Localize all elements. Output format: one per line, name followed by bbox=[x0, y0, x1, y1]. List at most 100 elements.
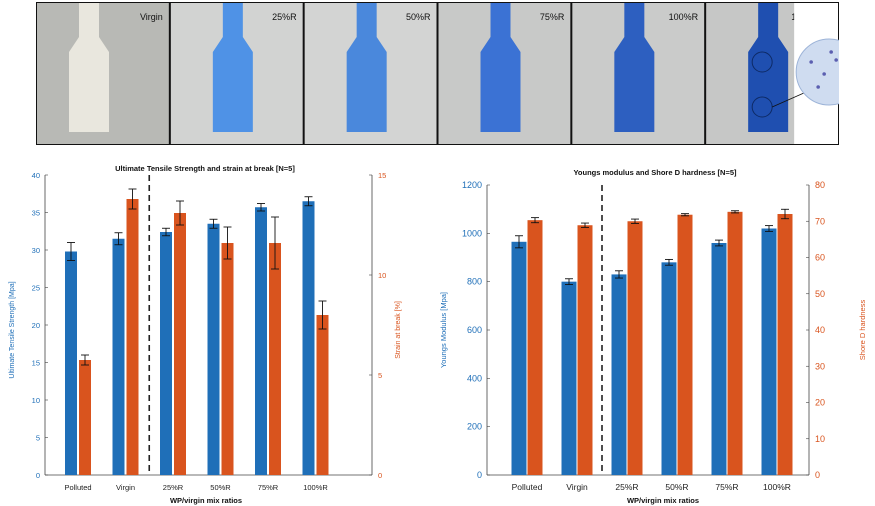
specimen-grip bbox=[624, 3, 645, 37]
specimen-shoulder bbox=[480, 37, 521, 52]
x-tick-label: 100%R bbox=[303, 483, 328, 492]
category-group bbox=[561, 222, 593, 475]
bar-right-series bbox=[174, 213, 186, 475]
left-tick-label: 0 bbox=[477, 470, 482, 480]
left-tick-label: 10 bbox=[32, 396, 40, 405]
bar-right-series bbox=[126, 199, 139, 475]
sample-photo: 50%R bbox=[304, 3, 437, 144]
left-tick-label: 600 bbox=[467, 325, 482, 335]
sample-photo: 100%R+P bbox=[706, 3, 839, 144]
right-tick-label: 60 bbox=[815, 253, 825, 263]
left-tick-label: 0 bbox=[36, 471, 40, 480]
right-tick-label: 15 bbox=[378, 171, 386, 180]
category-group bbox=[761, 208, 793, 475]
contaminant-speck bbox=[816, 85, 820, 89]
sample-photo: 100%R bbox=[572, 3, 705, 144]
tensile-strain-chart: Ultimate Tensile Strength and strain at … bbox=[9, 164, 402, 505]
contaminant-speck bbox=[822, 72, 826, 76]
left-axis-label: Youngs Modulus [Mpa] bbox=[440, 292, 448, 368]
x-tick-label: 50%R bbox=[210, 483, 231, 492]
right-tick-label: 70 bbox=[815, 216, 825, 226]
bar-left-series bbox=[511, 241, 527, 475]
x-axis-label: WP/virgin mix ratios bbox=[170, 496, 242, 505]
right-tick-label: 0 bbox=[378, 471, 382, 480]
bar-left-series bbox=[160, 232, 172, 475]
left-tick-label: 40 bbox=[32, 171, 40, 180]
specimen-body bbox=[480, 52, 521, 132]
bar-left-series bbox=[761, 228, 777, 475]
sample-photo: 25%R bbox=[170, 3, 303, 144]
category-group bbox=[611, 218, 643, 475]
chart-title: Youngs modulus and Shore D hardness [N=5… bbox=[573, 168, 737, 177]
specimen-grip bbox=[79, 3, 99, 37]
left-tick-label: 400 bbox=[467, 373, 482, 383]
x-tick-label: 25%R bbox=[615, 482, 638, 492]
bar-left-series bbox=[65, 251, 77, 475]
x-tick-label: 75%R bbox=[715, 482, 738, 492]
bar-right-series bbox=[527, 220, 543, 475]
zoom-leader-line bbox=[772, 91, 807, 108]
bar-right-series bbox=[79, 360, 91, 475]
contaminant-circle bbox=[751, 51, 773, 73]
category-group bbox=[207, 218, 234, 475]
right-tick-label: 80 bbox=[815, 180, 825, 190]
bar-right-series bbox=[221, 243, 234, 475]
specimen-body bbox=[614, 52, 655, 132]
category-group bbox=[65, 242, 91, 475]
specimen-shoulder bbox=[212, 37, 253, 52]
specimen-shoulder bbox=[614, 37, 655, 52]
left-tick-label: 5 bbox=[36, 434, 40, 443]
x-axis-label: WP/virgin mix ratios bbox=[627, 496, 699, 505]
right-tick-label: 10 bbox=[378, 271, 386, 280]
bar-left-series bbox=[611, 274, 627, 475]
bar-right-series bbox=[627, 221, 643, 475]
x-tick-label: Polluted bbox=[512, 482, 543, 492]
bar-left-series bbox=[661, 262, 677, 475]
bar-right-series bbox=[677, 214, 693, 475]
left-tick-label: 25 bbox=[32, 284, 40, 293]
x-tick-label: 100%R bbox=[763, 482, 791, 492]
bar-left-series bbox=[255, 207, 267, 475]
left-tick-label: 35 bbox=[32, 209, 40, 218]
category-group bbox=[511, 217, 543, 475]
category-group bbox=[302, 196, 329, 475]
contaminant-speck bbox=[829, 50, 833, 54]
specimen-body bbox=[346, 52, 387, 132]
x-tick-label: Virgin bbox=[566, 482, 588, 492]
specimen-body bbox=[69, 52, 109, 132]
specimen-grip bbox=[490, 3, 511, 37]
specimen-body bbox=[212, 52, 253, 132]
right-tick-label: 10 bbox=[815, 434, 825, 444]
left-axis-label: Ultimate Tensile Strength [Mpa] bbox=[9, 281, 16, 378]
specimen-shoulder bbox=[346, 37, 387, 52]
left-tick-label: 30 bbox=[32, 246, 40, 255]
right-tick-label: 0 bbox=[815, 470, 820, 480]
bar-left-series bbox=[711, 243, 727, 475]
left-tick-label: 800 bbox=[467, 277, 482, 287]
specimen-body bbox=[748, 52, 789, 132]
right-tick-label: 20 bbox=[815, 398, 825, 408]
left-tick-label: 20 bbox=[32, 321, 40, 330]
contaminant-speck bbox=[809, 60, 813, 64]
left-tick-label: 1000 bbox=[462, 228, 482, 238]
sample-photo-strip: Virgin 25%R 50%R 75%R 100%R 100%R+P bbox=[36, 2, 839, 145]
photo-frame bbox=[36, 2, 839, 145]
bar-left-series bbox=[207, 223, 220, 475]
left-tick-label: 200 bbox=[467, 422, 482, 432]
bar-right-series bbox=[727, 211, 743, 475]
x-tick-label: Virgin bbox=[116, 483, 135, 492]
bar-left-series bbox=[302, 201, 315, 475]
photo-label: 25%R bbox=[272, 12, 297, 22]
category-group bbox=[711, 210, 743, 475]
bar-right-series bbox=[577, 225, 593, 475]
category-group bbox=[112, 188, 139, 475]
specimen-shoulder bbox=[748, 37, 789, 52]
x-tick-label: 50%R bbox=[665, 482, 688, 492]
left-tick-label: 1200 bbox=[462, 180, 482, 190]
sample-photo: Virgin bbox=[37, 3, 169, 144]
specimen-grip bbox=[222, 3, 243, 37]
specimen-shoulder bbox=[69, 37, 109, 52]
specimen-grip bbox=[356, 3, 377, 37]
bar-left-series bbox=[112, 238, 125, 475]
bar-right-series bbox=[316, 315, 329, 475]
